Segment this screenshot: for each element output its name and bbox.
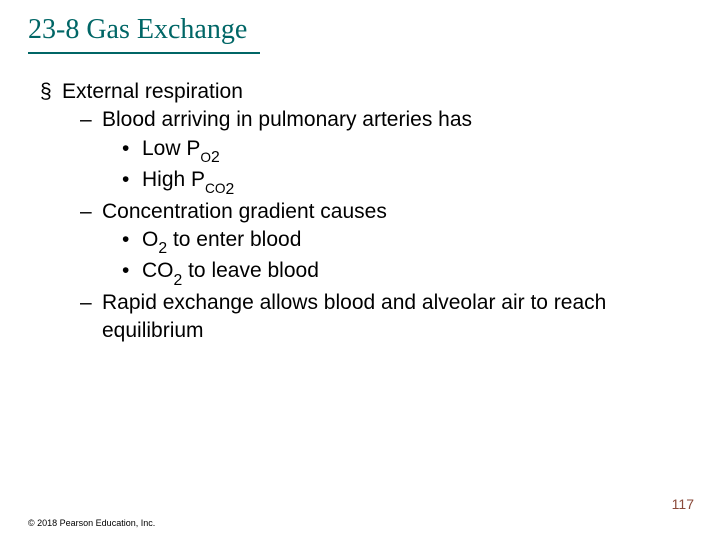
bullet-lvl3: High PCO2	[40, 166, 680, 197]
slide: 23-8 Gas Exchange External respiration B…	[0, 0, 720, 540]
bullet-lvl1: External respiration	[40, 78, 680, 106]
bullet-text: CO	[142, 259, 174, 282]
bullet-lvl3: CO2 to leave blood	[40, 257, 680, 288]
copyright-footer: © 2018 Pearson Education, Inc.	[28, 518, 155, 528]
bullet-text: Blood arriving in pulmonary arteries has	[102, 108, 472, 131]
bullet-lvl3: Low PO2	[40, 135, 680, 166]
subscript: 2	[211, 149, 220, 166]
bullet-text: Concentration gradient causes	[102, 200, 387, 223]
bullet-lvl3: O2 to enter blood	[40, 226, 680, 257]
bullet-text: External respiration	[62, 80, 243, 103]
page-number: 117	[672, 496, 694, 512]
bullet-text: Low P	[142, 137, 200, 160]
subscript: 2	[174, 272, 183, 289]
subscript: 2	[158, 240, 167, 257]
bullet-text: High P	[142, 168, 205, 191]
bullet-text: to enter blood	[167, 228, 301, 251]
bullet-lvl2: Concentration gradient causes	[40, 198, 680, 226]
title-underline	[28, 52, 260, 54]
subscript: CO	[205, 181, 225, 196]
bullet-lvl2: Blood arriving in pulmonary arteries has	[40, 106, 680, 134]
subscript: O	[200, 150, 211, 165]
content-area: External respiration Blood arriving in p…	[40, 78, 680, 345]
slide-title: 23-8 Gas Exchange	[28, 14, 247, 46]
subscript: 2	[226, 181, 235, 198]
bullet-lvl2: Rapid exchange allows blood and alveolar…	[40, 289, 680, 346]
bullet-text: to leave blood	[182, 259, 319, 282]
bullet-text: Rapid exchange allows blood and alveolar…	[102, 291, 606, 342]
bullet-text: O	[142, 228, 158, 251]
